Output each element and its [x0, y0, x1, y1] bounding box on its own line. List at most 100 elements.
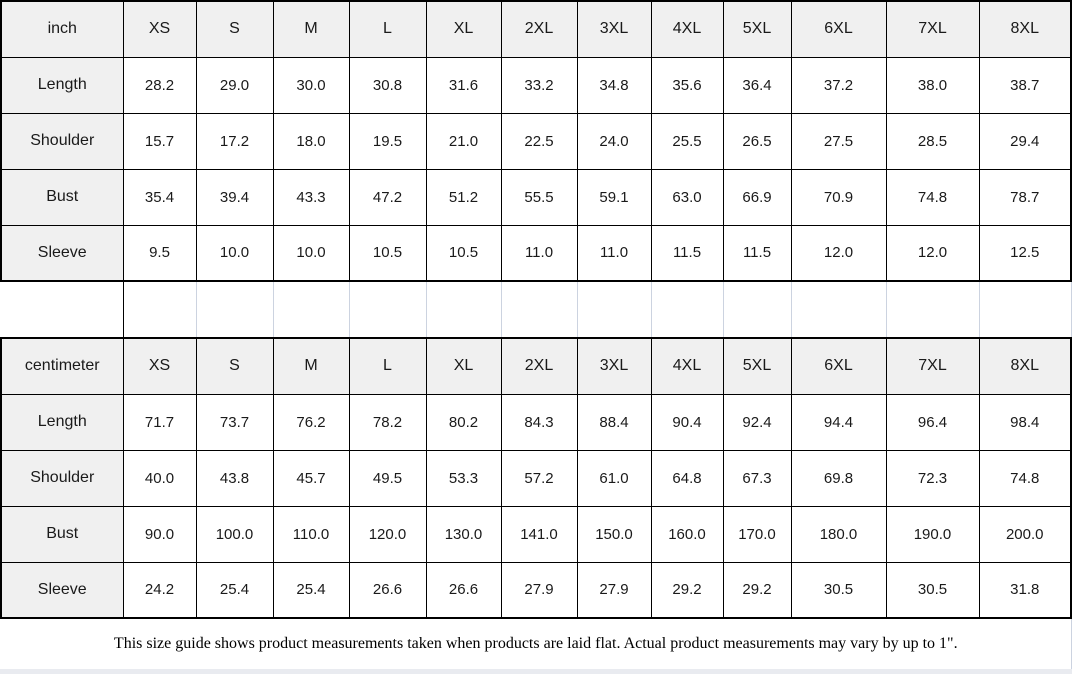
measurement-cell: 34.8: [576, 56, 652, 114]
spacer-cell: [123, 281, 197, 338]
measurement-cell: 73.7: [195, 393, 274, 451]
measurement-cell: 22.5: [500, 112, 578, 170]
measurement-cell: 63.0: [650, 168, 724, 226]
size-header-cell: 3XL: [576, 337, 652, 395]
measurement-cell: 11.5: [650, 224, 724, 282]
measurement-cell: 80.2: [425, 393, 502, 451]
measurement-cell: 25.5: [650, 112, 724, 170]
measurement-cell: 12.0: [885, 224, 980, 282]
measurement-cell: 170.0: [722, 505, 792, 563]
row-label-cell: Bust: [0, 505, 124, 563]
measurement-cell: 29.2: [650, 561, 724, 619]
measurement-cell: 29.4: [978, 112, 1072, 170]
size-header-cell: 2XL: [500, 337, 578, 395]
bottom-edge: [0, 669, 1072, 674]
measurement-cell: 94.4: [790, 393, 887, 451]
measurement-cell: 9.5: [122, 224, 197, 282]
measurement-cell: 90.4: [650, 393, 724, 451]
measurement-cell: 45.7: [272, 449, 350, 507]
measurement-cell: 31.8: [978, 561, 1072, 619]
measurement-cell: 24.0: [576, 112, 652, 170]
size-header-cell: 6XL: [790, 0, 887, 58]
measurement-cell: 31.6: [425, 56, 502, 114]
measurement-cell: 27.5: [790, 112, 887, 170]
measurement-cell: 78.2: [348, 393, 427, 451]
measurement-cell: 10.0: [195, 224, 274, 282]
size-header-cell: L: [348, 337, 427, 395]
measurement-cell: 71.7: [122, 393, 197, 451]
size-header-cell: XS: [122, 337, 197, 395]
measurement-cell: 84.3: [500, 393, 578, 451]
measurement-cell: 30.5: [885, 561, 980, 619]
measurement-cell: 39.4: [195, 168, 274, 226]
size-header-cell: S: [195, 337, 274, 395]
table-row: Sleeve 24.2 25.4 25.4 26.6 26.6 27.9 27.9 29.2 29…: [0, 561, 1072, 619]
spacer-cell: [791, 281, 887, 338]
measurement-cell: 30.5: [790, 561, 887, 619]
measurement-cell: 26.6: [348, 561, 427, 619]
measurement-cell: 35.6: [650, 56, 724, 114]
measurement-cell: 12.5: [978, 224, 1072, 282]
measurement-cell: 40.0: [122, 449, 197, 507]
size-header-cell: M: [272, 0, 350, 58]
measurement-cell: 30.8: [348, 56, 427, 114]
size-header-cell: 6XL: [790, 337, 887, 395]
measurement-cell: 67.3: [722, 449, 792, 507]
measurement-cell: 98.4: [978, 393, 1072, 451]
measurement-cell: 35.4: [122, 168, 197, 226]
size-header-cell: 5XL: [722, 337, 792, 395]
measurement-cell: 38.0: [885, 56, 980, 114]
measurement-cell: 30.0: [272, 56, 350, 114]
footnote: This size guide shows product measuremen…: [1, 618, 1072, 671]
measurement-cell: 88.4: [576, 393, 652, 451]
measurement-cell: 92.4: [722, 393, 792, 451]
measurement-cell: 120.0: [348, 505, 427, 563]
measurement-cell: 37.2: [790, 56, 887, 114]
measurement-cell: 29.0: [195, 56, 274, 114]
table-row: Bust 35.4 39.4 43.3 47.2 51.2 55.5 59.1 63.0 66.9…: [0, 168, 1072, 226]
measurement-cell: 11.0: [500, 224, 578, 282]
measurement-cell: 19.5: [348, 112, 427, 170]
table-row: Length 28.2 29.0 30.0 30.8 31.6 33.2 34.8 35.6 36…: [0, 56, 1072, 114]
measurement-cell: 17.2: [195, 112, 274, 170]
measurement-cell: 10.5: [425, 224, 502, 282]
measurement-cell: 21.0: [425, 112, 502, 170]
measurement-cell: 33.2: [500, 56, 578, 114]
measurement-cell: 141.0: [500, 505, 578, 563]
measurement-cell: 43.3: [272, 168, 350, 226]
spacer-cell: [426, 281, 502, 338]
measurement-cell: 47.2: [348, 168, 427, 226]
measurement-cell: 72.3: [885, 449, 980, 507]
spacer-cell: [1, 281, 124, 338]
header-row: inch XS S M L XL 2XL 3XL 4XL 5XL 6XL 7XL 8XL: [0, 0, 1072, 58]
measurement-cell: 69.8: [790, 449, 887, 507]
spacer-cell: [349, 281, 427, 338]
measurement-cell: 18.0: [272, 112, 350, 170]
spacer-row: [1, 281, 1072, 338]
measurement-cell: 61.0: [576, 449, 652, 507]
spacer-cell: [651, 281, 724, 338]
spacer-cell: [196, 281, 274, 338]
row-label-cell: Shoulder: [0, 112, 124, 170]
measurement-cell: 110.0: [272, 505, 350, 563]
measurement-cell: 10.5: [348, 224, 427, 282]
spacer-cell: [501, 281, 578, 338]
row-label-cell: Length: [0, 393, 124, 451]
header-row: centimeter XS S M L XL 2XL 3XL 4XL 5XL 6XL 7XL 8XL: [0, 337, 1072, 395]
measurement-cell: 78.7: [978, 168, 1072, 226]
measurement-cell: 90.0: [122, 505, 197, 563]
measurement-cell: 96.4: [885, 393, 980, 451]
size-header-cell: 5XL: [722, 0, 792, 58]
measurement-cell: 180.0: [790, 505, 887, 563]
measurement-cell: 25.4: [272, 561, 350, 619]
size-header-cell: 7XL: [885, 337, 980, 395]
measurement-cell: 49.5: [348, 449, 427, 507]
measurement-cell: 36.4: [722, 56, 792, 114]
table-row: Bust 90.0 100.0 110.0 120.0 130.0 141.0 150.0 16…: [0, 505, 1072, 563]
table-row: Shoulder 40.0 43.8 45.7 49.5 53.3 57.2 61.0 64.8…: [0, 449, 1072, 507]
unit-header-cell: centimeter: [0, 337, 124, 395]
measurement-cell: 74.8: [885, 168, 980, 226]
measurement-cell: 15.7: [122, 112, 197, 170]
measurement-cell: 28.2: [122, 56, 197, 114]
